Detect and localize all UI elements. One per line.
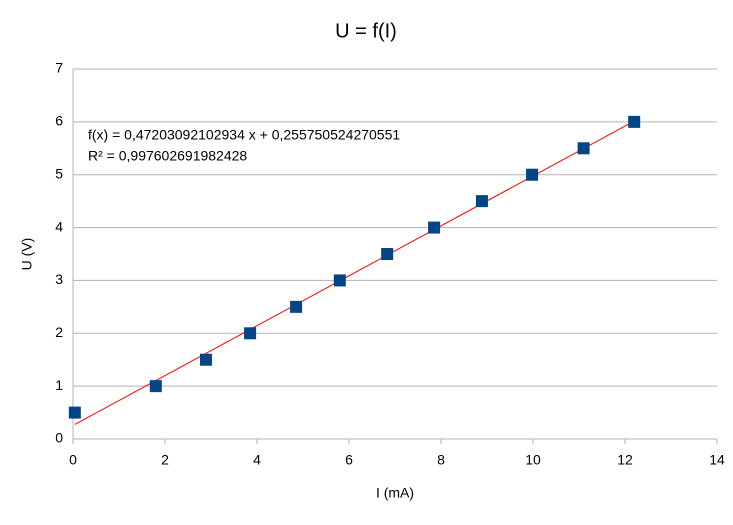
data-point	[428, 221, 441, 234]
trendline-equation: f(x) = 0,47203092102934 x + 0,2557505242…	[88, 127, 400, 143]
x-axis-label: I (mA)	[376, 485, 414, 501]
chart-title: U = f(I)	[335, 20, 397, 42]
y-axis-label: U (V)	[19, 238, 35, 271]
x-tick-label: 14	[709, 452, 725, 468]
y-tick-label: 3	[55, 271, 63, 287]
data-point	[526, 168, 539, 181]
x-tick-label: 10	[525, 452, 541, 468]
x-tick-label: 0	[69, 452, 77, 468]
data-point	[381, 248, 394, 260]
y-tick-label: 4	[55, 218, 63, 234]
x-tick-label: 2	[161, 452, 169, 468]
y-tick-label: 7	[55, 60, 63, 76]
y-tick-label: 0	[55, 430, 63, 446]
data-point	[475, 195, 488, 208]
data-point	[244, 327, 257, 340]
y-tick-label: 2	[55, 324, 63, 340]
x-tick-label: 8	[437, 452, 445, 468]
y-tick-label: 5	[55, 165, 63, 181]
trendline	[74, 120, 635, 425]
data-point	[290, 300, 303, 313]
y-tick-label: 6	[55, 113, 63, 129]
data-point	[199, 353, 212, 366]
y-tick-label: 1	[55, 377, 63, 393]
data-point	[149, 380, 162, 393]
trendline-r2: R² = 0,997602691982428	[88, 148, 247, 164]
x-tick-label: 6	[345, 452, 353, 468]
data-point	[628, 115, 641, 128]
x-tick-label: 4	[253, 452, 261, 468]
data-point	[333, 274, 346, 287]
data-point	[577, 142, 590, 155]
x-tick-label: 12	[617, 452, 633, 468]
data-point	[68, 406, 81, 419]
